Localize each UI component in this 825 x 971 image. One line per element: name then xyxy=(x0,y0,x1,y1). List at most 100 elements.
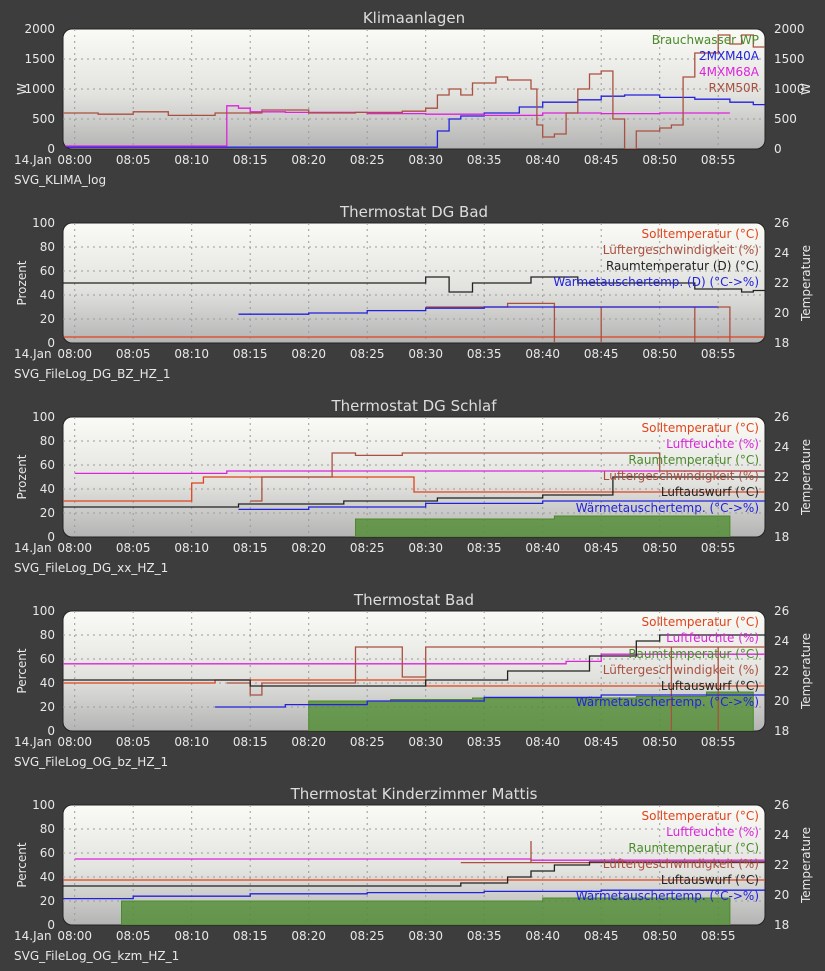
date-label: 14.Jan xyxy=(14,347,52,361)
x-tick-label: 08:45 xyxy=(584,735,619,749)
y-tick-right: 24 xyxy=(774,440,789,454)
x-tick-label: 08:35 xyxy=(467,735,502,749)
y-axis-label-right: Temperature xyxy=(799,245,813,322)
legend-entry: Luftauswurf (°C) xyxy=(661,873,759,887)
series-group xyxy=(63,276,765,343)
legend-entry: Solltemperatur (°C) xyxy=(642,615,760,629)
x-tick-label: 08:40 xyxy=(525,347,560,361)
x-tick-label: 08:05 xyxy=(116,153,151,167)
y-tick-left: 1000 xyxy=(24,82,55,96)
y-tick-left: 100 xyxy=(32,410,55,424)
y-tick-left: 0 xyxy=(47,142,55,156)
y-tick-left: 60 xyxy=(40,264,55,278)
x-tick-label: 08:45 xyxy=(584,929,619,943)
series-line xyxy=(238,306,719,315)
y-tick-left: 0 xyxy=(47,336,55,350)
legend-entry: Raumtemperatur (D) (°C) xyxy=(606,259,759,273)
y-tick-left: 1500 xyxy=(24,52,55,66)
y-tick-right: 20 xyxy=(774,888,789,902)
legend-entry: Brauchwasser WP xyxy=(652,33,759,47)
x-tick-label: 08:35 xyxy=(467,541,502,555)
y-tick-right: 24 xyxy=(774,828,789,842)
x-tick-label: 08:45 xyxy=(584,541,619,555)
legend-entry: Wärmetauschertemp. (°C->%) xyxy=(576,501,759,515)
x-tick-label: 08:10 xyxy=(174,735,209,749)
y-tick-right: 26 xyxy=(774,216,789,230)
legend-entry: Lüftergeschwindigkeit (%) xyxy=(603,469,759,483)
x-tick-label: 08:35 xyxy=(467,347,502,361)
chart-panel: Thermostat Kinderzimmer Mattis 0 20 40 60 80 1… xyxy=(14,785,813,963)
series-line xyxy=(63,276,765,293)
legend-entry: Solltemperatur (°C) xyxy=(642,421,760,435)
y-tick-right: 20 xyxy=(774,306,789,320)
series-group xyxy=(63,34,765,149)
y-tick-left: 100 xyxy=(32,798,55,812)
y-tick-right: 20 xyxy=(774,500,789,514)
legend-entry: RXM50R xyxy=(708,81,759,95)
x-tick-label: 08:15 xyxy=(233,347,268,361)
y-tick-left: 0 xyxy=(47,530,55,544)
x-tick-label: 08:15 xyxy=(233,153,268,167)
chart-title: Thermostat DG Bad xyxy=(339,203,488,221)
y-axis-label-right: Temperature xyxy=(799,633,813,710)
series-line xyxy=(63,861,765,887)
y-tick-right: 24 xyxy=(774,634,789,648)
legend-entry: Solltemperatur (°C) xyxy=(642,227,760,241)
x-tick-label: 08:25 xyxy=(350,929,385,943)
series-group xyxy=(63,841,765,925)
y-tick-left: 2000 xyxy=(24,22,55,36)
legend-entry: Luftauswurf (°C) xyxy=(661,485,759,499)
x-tick-label: 08:25 xyxy=(350,153,385,167)
series-line xyxy=(226,646,765,731)
y-tick-left: 500 xyxy=(32,112,55,126)
y-tick-right: 26 xyxy=(774,410,789,424)
chart-title: Thermostat Bad xyxy=(353,591,474,609)
series-line xyxy=(63,634,765,687)
chart-panel: Klimaanlagen 0 500 1000 1500 2000 0 500 1000 1500… xyxy=(14,9,813,187)
y-tick-left: 80 xyxy=(40,434,55,448)
x-tick-label: 08:30 xyxy=(408,541,443,555)
legend-entry: Raumtemperatur (°C) xyxy=(628,453,759,467)
x-tick-label: 08:00 xyxy=(57,347,92,361)
y-tick-left: 80 xyxy=(40,240,55,254)
date-label: 14.Jan xyxy=(14,541,52,555)
x-tick-label: 08:00 xyxy=(57,929,92,943)
y-tick-right: 26 xyxy=(774,798,789,812)
y-tick-left: 0 xyxy=(47,724,55,738)
legend-entry: Lüftergeschwindigkeit (%) xyxy=(603,857,759,871)
y-axis-label-right: Temperature xyxy=(799,827,813,904)
y-tick-left: 60 xyxy=(40,458,55,472)
y-tick-right: 1500 xyxy=(774,52,805,66)
y-tick-left: 20 xyxy=(40,506,55,520)
series-line xyxy=(63,679,765,687)
log-name: SVG_FileLog_DG_xx_HZ_1 xyxy=(14,561,168,575)
x-tick-label: 08:05 xyxy=(116,541,151,555)
legend-entry: Raumtemperatur (°C) xyxy=(628,647,759,661)
legend-entry: 2MXM40A xyxy=(699,49,760,63)
log-name: SVG_KLIMA_log xyxy=(14,173,106,187)
x-tick-label: 08:30 xyxy=(408,929,443,943)
x-tick-label: 08:00 xyxy=(57,735,92,749)
chart-panel: Thermostat DG Schlaf 0 20 40 60 80 100 18 20 22 24… xyxy=(14,397,813,575)
y-tick-left: 60 xyxy=(40,652,55,666)
y-axis-label-left: Percent xyxy=(15,842,29,887)
x-tick-label: 08:05 xyxy=(116,735,151,749)
y-tick-right: 0 xyxy=(774,142,782,156)
legend-entry: Luftauswurf (°C) xyxy=(661,679,759,693)
y-axis-label-left: W xyxy=(15,83,29,95)
x-tick-label: 08:05 xyxy=(116,347,151,361)
x-tick-label: 08:55 xyxy=(701,153,736,167)
y-axis-label-left: Prozent xyxy=(15,454,29,499)
legend-entry: Luftfeuchte (%) xyxy=(666,631,759,645)
x-tick-label: 08:50 xyxy=(642,735,677,749)
series-area xyxy=(355,515,731,537)
x-tick-label: 08:55 xyxy=(701,347,736,361)
legend-entry: Lüftergeschwindigkeit (%) xyxy=(603,663,759,677)
series-area xyxy=(121,897,731,925)
x-tick-label: 08:40 xyxy=(525,153,560,167)
x-tick-label: 08:50 xyxy=(642,153,677,167)
x-tick-label: 08:40 xyxy=(525,541,560,555)
x-tick-label: 08:10 xyxy=(174,929,209,943)
x-tick-label: 08:45 xyxy=(584,347,619,361)
series-group xyxy=(63,634,765,731)
